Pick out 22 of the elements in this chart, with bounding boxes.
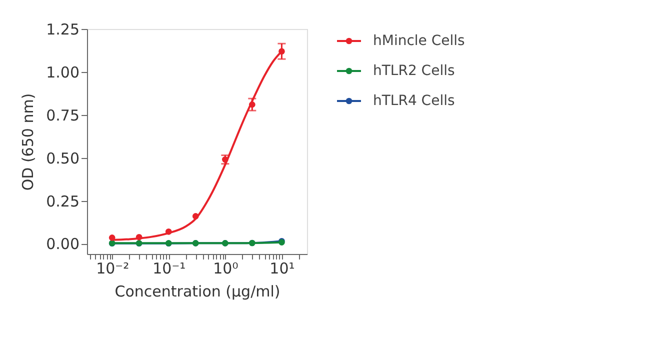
x-tick-label: 10¹: [270, 260, 295, 278]
point: [192, 213, 199, 220]
point: [136, 234, 142, 240]
legend-label: hTLR4 Cells: [373, 93, 455, 109]
legend-label: hMincle Cells: [373, 33, 465, 49]
y-tick-label: 0.00: [46, 235, 80, 254]
x-axis-title: Concentration (µg/ml): [114, 282, 280, 300]
y-axis-title: OD (650 nm): [19, 93, 38, 191]
y-tick-label: 1.25: [46, 20, 80, 38]
x-tick-label: 10⁻²: [96, 260, 130, 278]
point: [108, 234, 116, 241]
x-tick-label: 10⁻¹: [152, 260, 186, 278]
y-tick-label: 0.75: [46, 106, 80, 124]
x-tick-label: 10⁰: [213, 260, 238, 278]
point: [222, 156, 228, 163]
point: [165, 228, 172, 235]
y-tick-label: 1.00: [46, 63, 80, 82]
legend-label: hTLR2 Cells: [373, 63, 455, 79]
point: [278, 48, 285, 54]
y-tick-label: 0.25: [46, 192, 80, 210]
point: [248, 101, 256, 108]
y-tick-label: 0.50: [46, 149, 80, 168]
